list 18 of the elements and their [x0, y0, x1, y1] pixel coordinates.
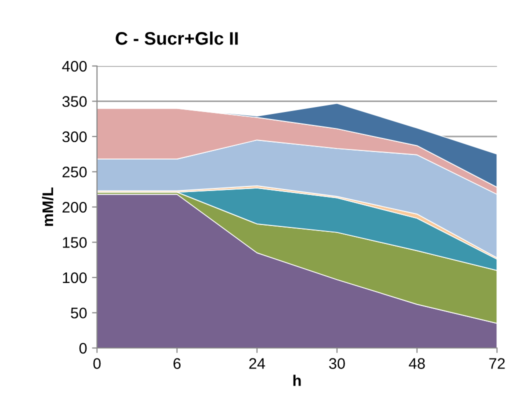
y-axis-title: mM/L — [42, 188, 54, 226]
chart-title: C - Sucr+Glc II — [116, 32, 238, 45]
y-tick-label: 0 — [79, 342, 87, 354]
y-tick-label: 200 — [62, 202, 87, 213]
y-tick-label: 50 — [70, 308, 87, 318]
x-tick-label: 48 — [408, 358, 425, 369]
y-tick-label: 150 — [62, 237, 87, 248]
y-tick-label: 300 — [62, 131, 87, 142]
x-tick-label: 24 — [249, 358, 266, 369]
y-tick-label: 100 — [62, 272, 87, 284]
x-tick-label: 72 — [489, 358, 505, 369]
y-tick-label: 400 — [62, 60, 87, 72]
y-tick-label: 350 — [62, 96, 87, 107]
x-tick-label: 6 — [174, 358, 181, 369]
y-tick-label: 250 — [62, 166, 87, 178]
x-axis-title: h — [293, 374, 301, 386]
x-tick-label: 30 — [329, 358, 345, 369]
x-tick-label: 0 — [93, 358, 101, 369]
